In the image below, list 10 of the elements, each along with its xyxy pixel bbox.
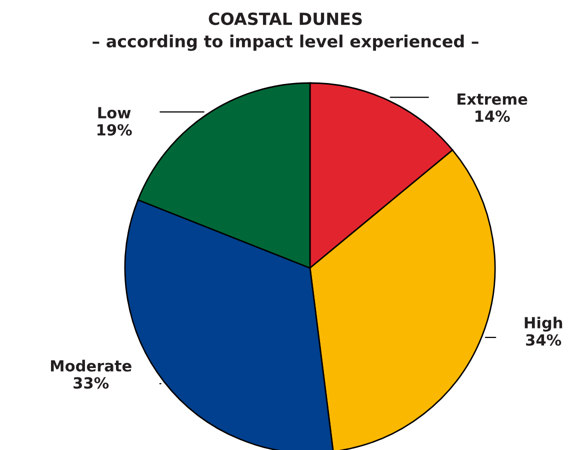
chart-subtitle: – according to impact level experienced – — [92, 34, 478, 51]
chart-title: COASTAL DUNES — [208, 12, 362, 26]
data-label: 34% — [526, 334, 562, 346]
data-label: 33% — [74, 377, 109, 389]
slice-label: Low — [98, 107, 131, 119]
data-label: 19% — [97, 124, 132, 136]
slice-label: High — [524, 316, 562, 332]
data-label: 14% — [476, 110, 510, 122]
slice-label: Moderate — [51, 360, 132, 372]
legend-label: Extreme — [458, 94, 528, 105]
